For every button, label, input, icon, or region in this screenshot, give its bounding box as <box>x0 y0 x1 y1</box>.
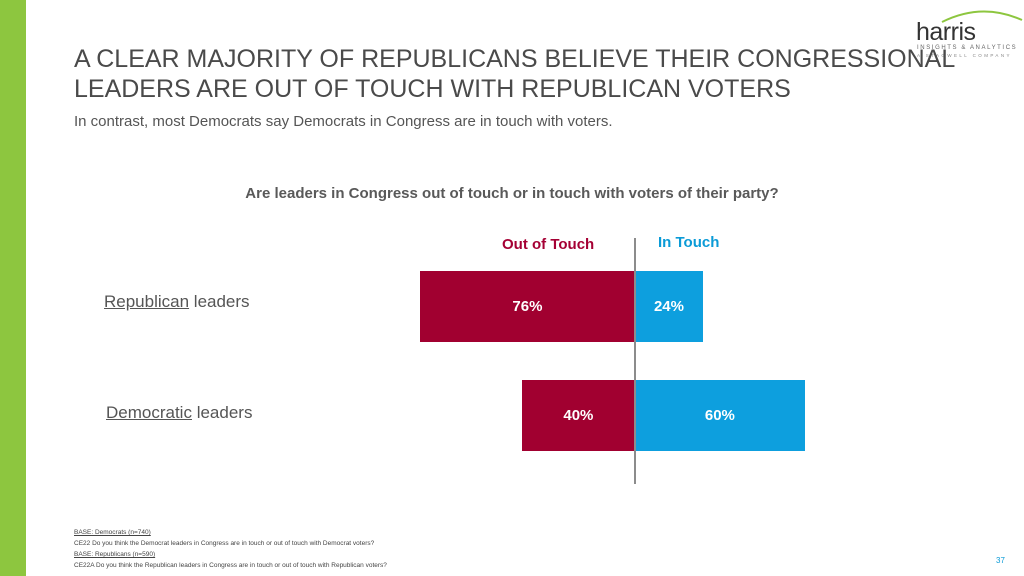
harris-logo: harris INSIGHTS & ANALYTICS A STAGWELL C… <box>912 8 1024 64</box>
footnote-base-republicans: BASE: Republicans (n=590) <box>74 551 156 558</box>
legend-out-of-touch: Out of Touch <box>502 236 595 253</box>
logo-tagline: INSIGHTS & ANALYTICS <box>917 45 1018 51</box>
page-title: A CLEAR MAJORITY OF REPUBLICANS BELIEVE … <box>74 44 956 104</box>
bar-out-of-touch-democratic: 40% <box>521 380 635 451</box>
data-label-out-of-touch-democratic: 40% <box>563 407 594 424</box>
bar-in-touch-republican: 24% <box>635 271 703 342</box>
footnote-base-democrats: BASE: Democrats (n=740) <box>74 529 151 536</box>
footnote-question-ce22: CE22 Do you think the Democrat leaders i… <box>74 540 375 547</box>
category-label-republican: Republican leaders <box>104 292 250 311</box>
logo-arc-icon <box>941 10 1023 23</box>
data-label-in-touch-democratic: 60% <box>704 407 735 424</box>
footnotes: BASE: Democrats (n=740) CE22 Do you thin… <box>74 527 387 571</box>
page-subtitle: In contrast, most Democrats say Democrat… <box>74 113 613 130</box>
page-title-line-2: LEADERS ARE OUT OF TOUCH WITH REPUBLICAN… <box>74 75 791 103</box>
page-number: 37 <box>996 556 1005 565</box>
chart-title: Are leaders in Congress out of touch or … <box>245 185 779 202</box>
logo-wordmark: harris <box>916 18 976 46</box>
bar-in-touch-democratic: 60% <box>635 380 805 451</box>
legend-in-touch: In Touch <box>658 234 720 251</box>
data-label-in-touch-republican: 24% <box>653 298 684 315</box>
footnote-question-ce22a: CE22A Do you think the Republican leader… <box>74 562 387 569</box>
data-label-out-of-touch-republican: 76% <box>512 298 543 315</box>
chart-center-axis <box>634 238 636 484</box>
category-label-democratic: Democratic leaders <box>106 403 253 422</box>
accent-side-bar <box>0 0 26 576</box>
page-title-line-1: A CLEAR MAJORITY OF REPUBLICANS BELIEVE … <box>74 45 956 73</box>
bar-out-of-touch-republican: 76% <box>419 271 635 342</box>
logo-subline: A STAGWELL COMPANY <box>917 53 1012 58</box>
